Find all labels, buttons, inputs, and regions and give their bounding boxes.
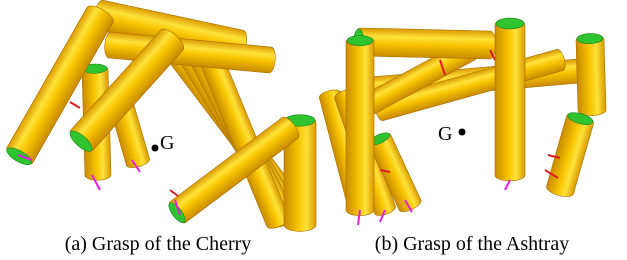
link <box>545 110 595 199</box>
point-label: G <box>160 132 174 154</box>
cylinder <box>576 34 606 116</box>
rendering <box>4 0 607 231</box>
point-label: G <box>438 123 452 145</box>
cylinder <box>495 19 525 181</box>
cylinder <box>346 36 374 215</box>
contact-normal <box>170 190 178 196</box>
figure: G G (a) Grasp of the Cherry (b) Grasp of… <box>0 0 627 260</box>
link <box>495 18 525 181</box>
cap <box>347 36 373 46</box>
contact-normal <box>505 180 510 190</box>
caption: (b) Grasp of the Ashtray <box>375 233 569 255</box>
caption: (a) Grasp of the Cherry <box>65 233 252 255</box>
link <box>353 28 496 59</box>
centroid-dot <box>459 129 466 136</box>
cylinder <box>354 28 496 59</box>
centroid-dot <box>152 145 159 152</box>
cap <box>496 18 524 29</box>
contact-normal <box>70 102 80 108</box>
link <box>346 36 374 216</box>
link <box>576 33 606 116</box>
